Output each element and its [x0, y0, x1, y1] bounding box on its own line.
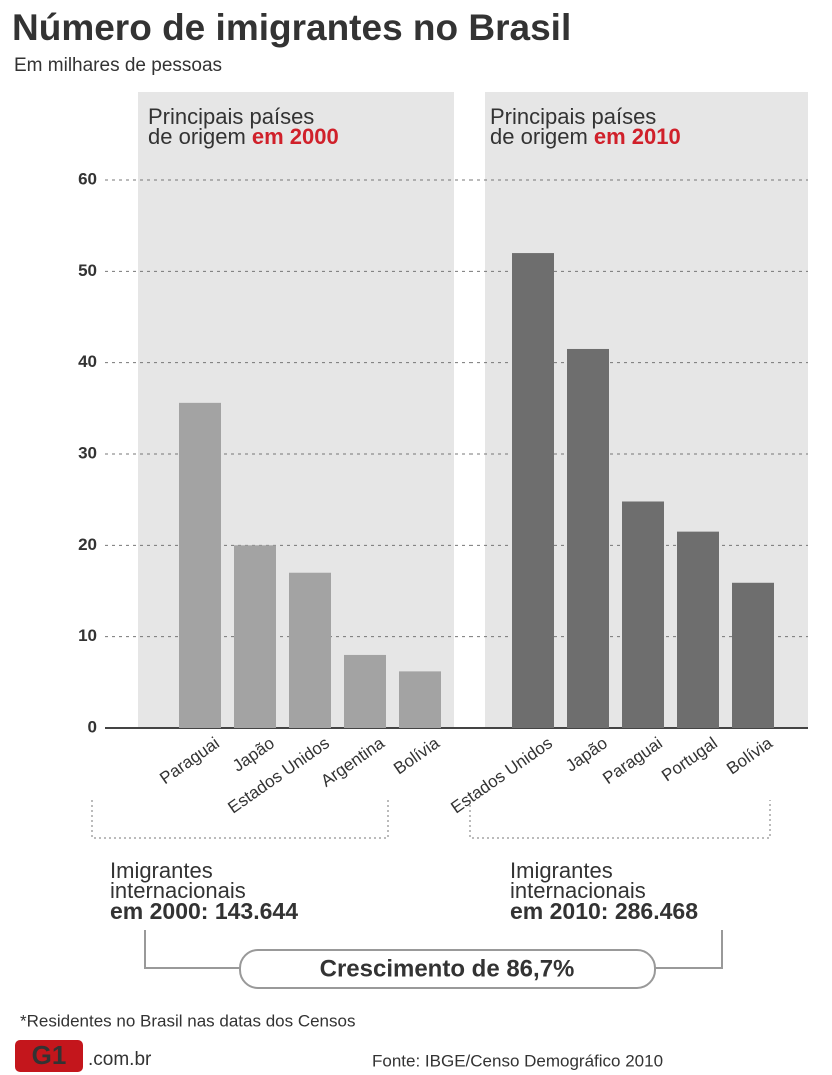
- total-value: em 2010: 286.468: [510, 898, 698, 924]
- bar: [677, 531, 719, 728]
- total-label: Imigrantes: [510, 858, 613, 883]
- bracket: [91, 800, 389, 839]
- total-label: internacionais: [510, 878, 646, 903]
- bar: [567, 348, 609, 728]
- panel-heading: de origem em 2010: [490, 124, 681, 149]
- panel-heading-highlight: em 2000: [252, 124, 339, 149]
- bar: [732, 582, 774, 728]
- growth: Crescimento de 86,7%: [320, 955, 575, 982]
- panel-heading: de origem em 2000: [148, 124, 339, 149]
- bar: [512, 253, 554, 729]
- bracket: [469, 800, 771, 839]
- logo-domain: .com.br: [88, 1049, 152, 1070]
- subtitle: Em milhares de pessoas: [14, 55, 222, 76]
- y-tick-label: 50: [78, 261, 97, 280]
- title: Número de imigrantes no Brasil: [12, 7, 571, 48]
- bar: [179, 402, 221, 728]
- y-tick-label: 20: [78, 535, 97, 554]
- y-tick-label: 60: [78, 169, 97, 188]
- panel-heading: Principais países: [148, 104, 314, 129]
- y-tick-label: 0: [88, 717, 97, 736]
- panel-heading: Principais países: [490, 104, 656, 129]
- x-tick-label: Bolívia: [723, 733, 776, 778]
- bar: [289, 572, 331, 728]
- logo: G1: [32, 1040, 67, 1070]
- x-tick-label: Paraguai: [599, 733, 666, 788]
- total-value: em 2000: 143.644: [110, 898, 298, 924]
- bar: [344, 654, 386, 728]
- y-tick-label: 10: [78, 626, 97, 645]
- x-tick-label: Paraguai: [156, 733, 223, 788]
- bar: [622, 501, 664, 728]
- x-tick-label: Estados Unidos: [447, 733, 555, 817]
- source: Fonte: IBGE/Censo Demográfico 2010: [372, 1051, 663, 1070]
- total-label: Imigrantes: [110, 858, 213, 883]
- y-tick-label: 30: [78, 443, 97, 462]
- bar: [234, 545, 276, 728]
- logo-box: [15, 1040, 83, 1072]
- x-tick-label: Argentina: [317, 733, 388, 791]
- growth-pill: [239, 949, 656, 989]
- footnote: *Residentes no Brasil nas datas dos Cens…: [20, 1011, 355, 1030]
- total-label: internacionais: [110, 878, 246, 903]
- panel-heading-highlight: em 2010: [594, 124, 681, 149]
- y-tick-label: 40: [78, 352, 97, 371]
- x-tick-label: Bolívia: [390, 733, 443, 778]
- bar: [399, 671, 441, 728]
- x-tick-label: Portugal: [658, 733, 721, 785]
- connector: [144, 930, 723, 969]
